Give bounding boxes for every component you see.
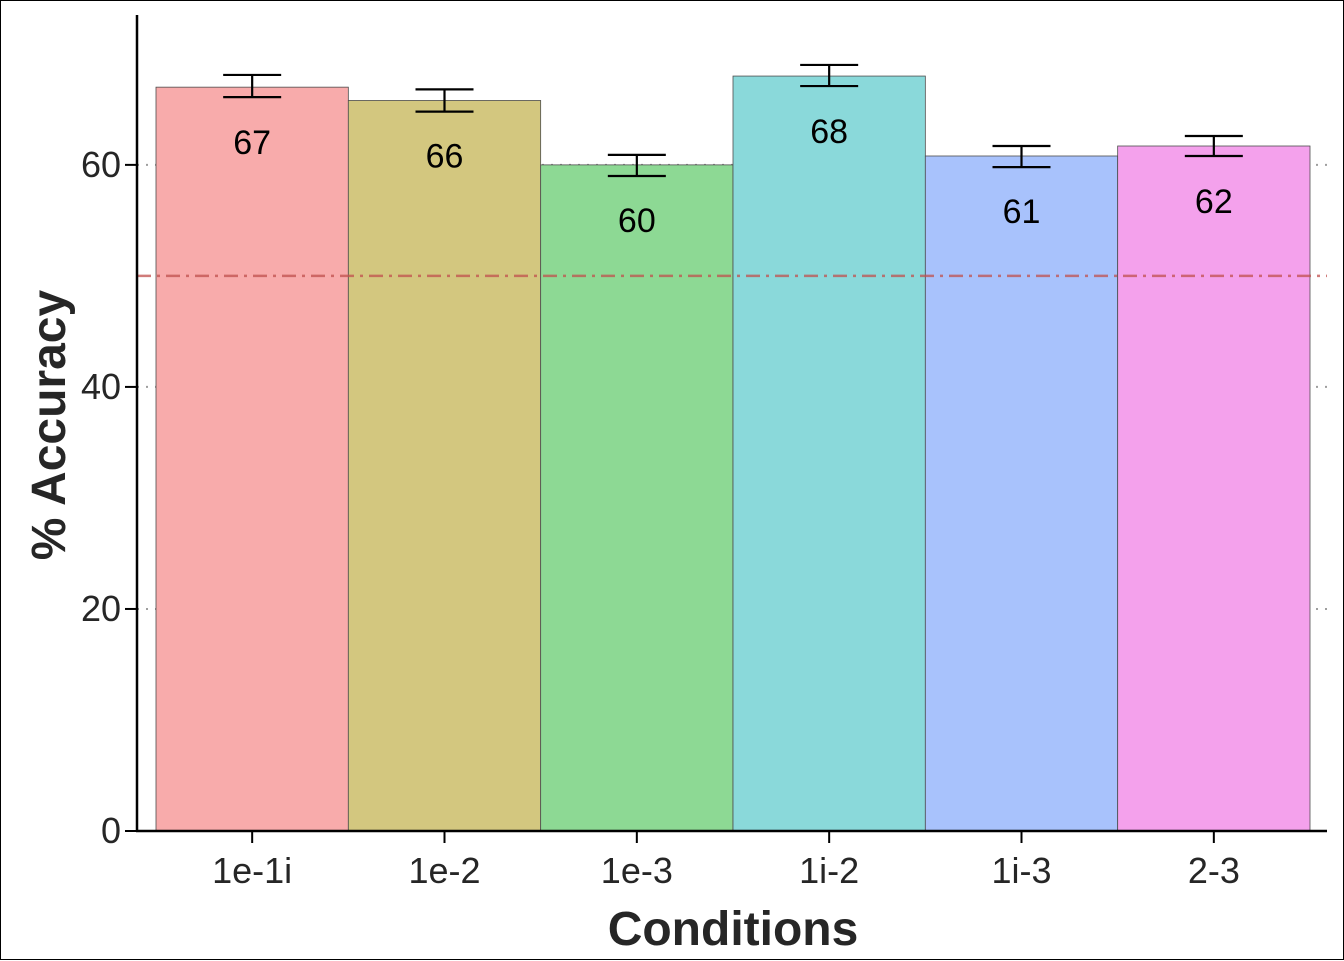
bar-value-label: 61 (1003, 193, 1041, 231)
x-tick-label: 1e-1i (212, 850, 292, 891)
bar-value-label: 67 (233, 124, 271, 162)
bar-value-label: 62 (1195, 183, 1233, 221)
bar-value-label: 66 (426, 137, 464, 175)
x-tick-label: 2-3 (1188, 850, 1240, 891)
x-axis-title: Conditions (608, 903, 859, 956)
bar (347, 100, 542, 832)
x-tick-label: 1i-2 (799, 850, 859, 891)
bars (155, 75, 1311, 832)
bar-value-label: 68 (810, 113, 848, 151)
bar (924, 155, 1119, 832)
bar-value-labels: 67 66 60 68 61 62 (233, 113, 1232, 240)
y-tick-label: 40 (81, 366, 121, 407)
x-tick-label: 1e-3 (601, 850, 673, 891)
bar (732, 75, 926, 832)
bar (540, 164, 734, 832)
bar (1117, 145, 1311, 832)
error-bars (223, 63, 1243, 178)
bar-value-label: 60 (618, 202, 656, 240)
y-tick-label: 20 (81, 588, 121, 629)
x-tick-label: 1i-3 (991, 850, 1051, 891)
y-tick-label: 0 (101, 810, 121, 851)
x-tick-label: 1e-2 (408, 850, 480, 891)
axes: 0 20 40 60 1e-1i 1e-2 1e-3 1i-2 1i-3 2-3 (81, 15, 1327, 891)
y-tick-label: 60 (81, 144, 121, 185)
bar (155, 86, 349, 832)
y-axis-title: % Accuracy (23, 290, 76, 561)
